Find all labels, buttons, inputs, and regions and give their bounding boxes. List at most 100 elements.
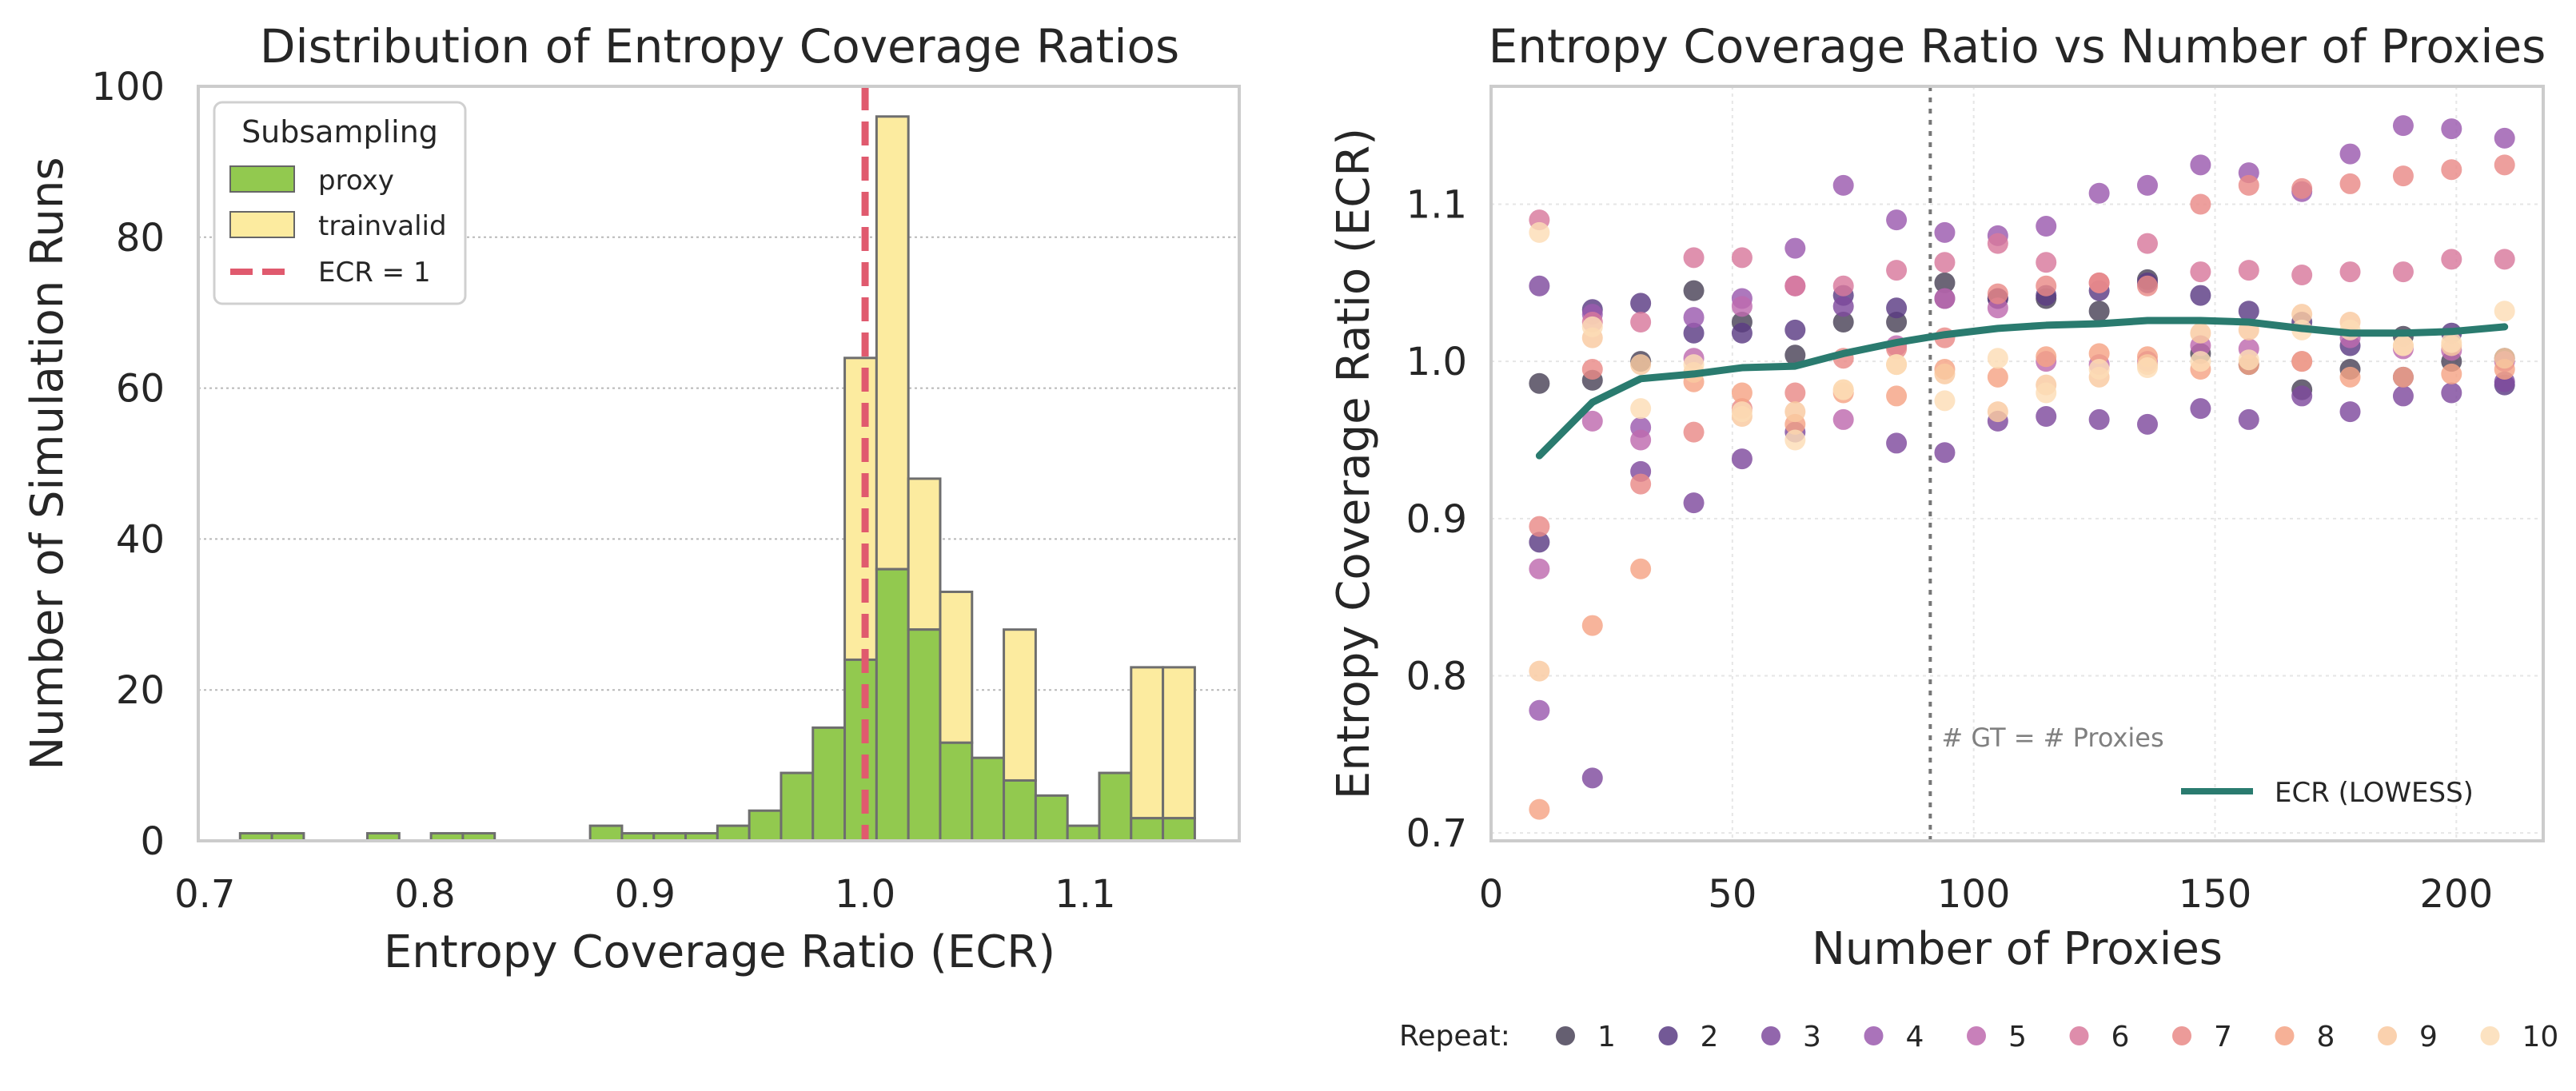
scatter-y-tick-label: 0.9 — [1406, 497, 1467, 542]
scatter-point-repeat-6 — [1886, 260, 1908, 281]
hist-x-tick-label: 1.1 — [1055, 872, 1115, 917]
scatter-point-repeat-10 — [1581, 316, 1603, 337]
scatter-point-repeat-10 — [1886, 354, 1908, 376]
hist-bar-proxy — [588, 824, 624, 842]
hist-y-ticks: 0 20 40 60 80 100 — [91, 65, 165, 864]
scatter-point-repeat-4 — [2392, 115, 2414, 137]
scatter-point-repeat-7 — [2441, 159, 2462, 181]
hist-bar-trainvalid — [875, 115, 910, 571]
scatter-point-repeat-10 — [2494, 301, 2515, 322]
scatter-x-tick-label: 100 — [1937, 872, 2011, 917]
scatter-point-repeat-10 — [2136, 357, 2158, 379]
scatter-point-repeat-1 — [1529, 372, 1550, 394]
scatter-x-tick-label: 0 — [1479, 872, 1504, 917]
legend-label-proxy: proxy — [318, 165, 394, 197]
scatter-point-repeat-7 — [2291, 177, 2313, 199]
scatter-y-tick-label: 0.8 — [1406, 655, 1467, 699]
hist-bar-proxy — [907, 628, 942, 842]
repeat-legend-marker-1 — [1556, 1026, 1575, 1045]
scatter-point-repeat-7 — [1581, 359, 1603, 380]
scatter-point-repeat-1 — [1832, 312, 1854, 332]
scatter-point-repeat-6 — [2036, 252, 2057, 273]
hist-y-tick-label: 80 — [116, 216, 165, 261]
scatter-point-repeat-3 — [2238, 408, 2259, 430]
repeat-legend-label-5: 5 — [2008, 1021, 2027, 1053]
legend-swatch-trainvalid — [229, 211, 295, 238]
repeat-legend-marker-4 — [1864, 1026, 1884, 1045]
scatter-point-repeat-4 — [1784, 237, 1806, 259]
scatter-point-repeat-10 — [1934, 390, 1956, 412]
repeat-legend-marker-3 — [1761, 1026, 1780, 1045]
scatter-point-repeat-8 — [1886, 385, 1908, 407]
scatter-point-repeat-9 — [1987, 401, 2008, 423]
hist-bar-trainvalid — [1130, 666, 1165, 820]
scatter-point-repeat-10 — [2238, 349, 2259, 371]
lowess-legend: ECR (LOWESS) — [2181, 777, 2474, 809]
hist-bars — [238, 115, 1196, 842]
scatter-x-label: Number of Proxies — [1812, 923, 2223, 975]
scatter-point-repeat-6 — [2190, 261, 2211, 283]
scatter-point-repeat-7 — [2238, 174, 2259, 196]
scatter-point-repeat-4 — [2190, 154, 2211, 176]
hist-bar-proxy — [780, 771, 815, 842]
scatter-point-repeat-7 — [2088, 272, 2110, 293]
scatter-point-repeat-7 — [2136, 275, 2158, 297]
scatter-point-repeat-10 — [1731, 401, 1753, 423]
repeat-legend-marker-6 — [2069, 1026, 2089, 1045]
scatter-point-repeat-3 — [1581, 767, 1603, 789]
scatter-point-repeat-10 — [1630, 398, 1652, 420]
scatter-point-repeat-4 — [2441, 118, 2462, 140]
scatter-y-ticks: 0.7 0.8 0.9 1.0 1.1 — [1406, 183, 1467, 857]
hist-bar-trainvalid — [939, 590, 974, 744]
hist-bar-proxy — [843, 658, 878, 842]
scatter-point-repeat-3 — [1934, 442, 1956, 464]
scatter-point-repeat-2 — [1784, 319, 1806, 340]
scatter-y-tick-label: 1.1 — [1406, 183, 1467, 228]
scatter-x-tick-label: 150 — [2179, 872, 2252, 917]
scatter-panel: Entropy Coverage Ratio vs Number of Prox… — [1328, 19, 2558, 1053]
scatter-point-repeat-10 — [1529, 221, 1550, 243]
hist-x-tick-label: 1.0 — [835, 872, 895, 917]
hist-bar-proxy — [1130, 817, 1165, 842]
repeat-legend-label-8: 8 — [2317, 1021, 2335, 1053]
scatter-point-repeat-1 — [2088, 301, 2110, 322]
scatter-point-repeat-8 — [2036, 346, 2057, 368]
scatter-point-repeat-6 — [1630, 312, 1652, 332]
scatter-point-repeat-7 — [1529, 516, 1550, 537]
scatter-point-repeat-10 — [2190, 351, 2211, 372]
scatter-point-repeat-2 — [1731, 322, 1753, 344]
scatter-gt-annotation: # GT = # Proxies — [1941, 723, 2163, 753]
repeat-legend-title: Repeat: — [1399, 1020, 1510, 1053]
hist-bar-proxy — [716, 824, 751, 842]
scatter-point-repeat-8 — [1529, 798, 1550, 820]
scatter-point-repeat-5 — [1630, 429, 1652, 451]
scatter-point-repeat-9 — [1630, 354, 1652, 376]
scatter-point-repeat-6 — [1934, 252, 1956, 273]
scatter-point-repeat-3 — [2291, 385, 2313, 407]
repeat-legend-label-2: 2 — [1701, 1021, 1719, 1053]
histogram-panel: Distribution of Entropy Coverage Ratios … — [22, 19, 1241, 978]
scatter-point-repeat-9 — [2190, 322, 2211, 344]
scatter-point-repeat-2 — [2190, 285, 2211, 306]
scatter-point-repeat-3 — [2190, 398, 2211, 420]
scatter-point-repeat-2 — [2238, 301, 2259, 322]
hist-y-tick-label: 0 — [140, 819, 165, 864]
scatter-point-repeat-5 — [1529, 558, 1550, 579]
scatter-point-repeat-3 — [1832, 296, 1854, 317]
scatter-point-repeat-3 — [2339, 401, 2361, 423]
scatter-point-repeat-3 — [2136, 413, 2158, 435]
hist-legend-title: Subsampling — [241, 114, 438, 149]
repeat-legend: Repeat: 1 2 3 4 5 6 7 8 9 10 — [1399, 1020, 2558, 1053]
scatter-point-repeat-10 — [1832, 379, 1854, 400]
hist-y-tick-label: 40 — [116, 517, 165, 562]
scatter-point-repeat-7 — [2494, 154, 2515, 176]
repeat-legend-label-10: 10 — [2522, 1021, 2559, 1053]
scatter-point-repeat-4 — [1886, 209, 1908, 231]
scatter-x-tick-label: 200 — [2420, 872, 2494, 917]
repeat-legend-marker-8 — [2275, 1026, 2295, 1045]
scatter-point-repeat-5 — [1581, 410, 1603, 432]
scatter-point-repeat-4 — [1529, 699, 1550, 721]
scatter-point-repeat-7 — [2392, 165, 2414, 187]
repeat-legend-label-1: 1 — [1597, 1021, 1616, 1053]
scatter-point-repeat-7 — [2190, 193, 2211, 215]
